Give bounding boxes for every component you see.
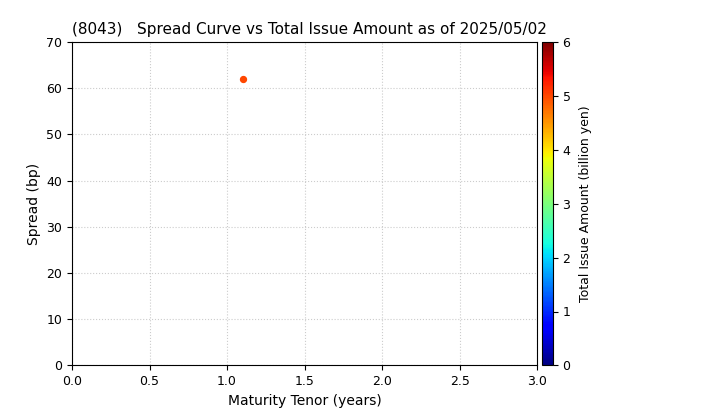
Y-axis label: Total Issue Amount (billion yen): Total Issue Amount (billion yen) <box>579 105 592 302</box>
Text: (8043)   Spread Curve vs Total Issue Amount as of 2025/05/02: (8043) Spread Curve vs Total Issue Amoun… <box>72 22 547 37</box>
Y-axis label: Spread (bp): Spread (bp) <box>27 163 41 245</box>
X-axis label: Maturity Tenor (years): Maturity Tenor (years) <box>228 394 382 408</box>
Point <box>237 76 248 82</box>
